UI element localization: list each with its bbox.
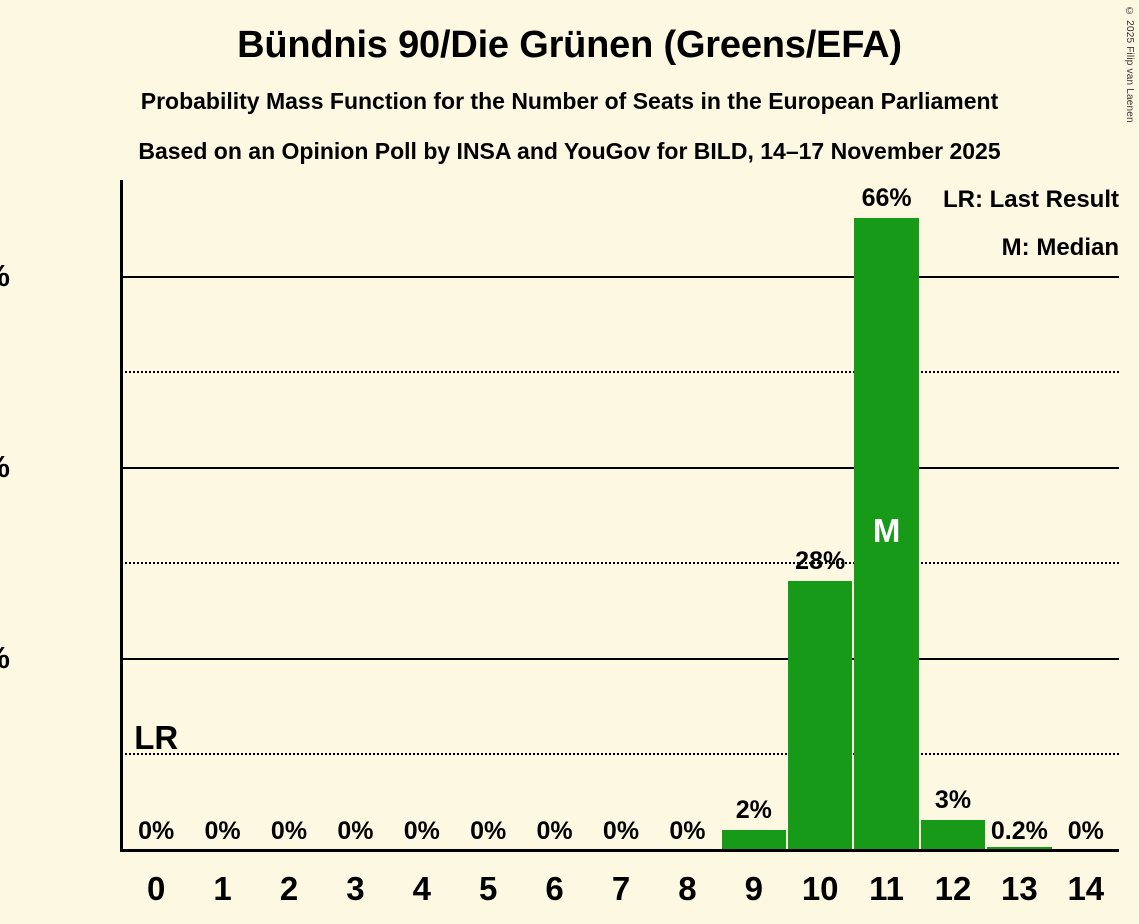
x-axis-line — [120, 849, 1119, 852]
x-axis-tick-label: 9 — [744, 870, 763, 907]
median-marker: M — [872, 511, 901, 549]
x-axis-tick-label: 6 — [545, 870, 564, 907]
x-axis-tick-label: 5 — [479, 870, 498, 907]
copyright-notice: © 2025 Filip van Laenen — [1124, 6, 1135, 123]
bar-value-label: 0% — [403, 817, 440, 845]
x-axis-tick-label: 13 — [1001, 870, 1038, 907]
x-axis-tick-label: 8 — [678, 870, 697, 907]
bar-value-label: 28% — [795, 547, 846, 576]
x-axis-tick-label: 14 — [1067, 870, 1105, 907]
bar-value-label: 0% — [669, 817, 706, 845]
gridline-major — [120, 657, 1119, 660]
x-axis-tick-label: 11 — [869, 870, 905, 907]
bar-value-label: 0% — [470, 817, 507, 845]
x-axis-tick-label: 1 — [213, 870, 232, 907]
bar-value-label: 0% — [536, 817, 573, 845]
gridline-major — [120, 275, 1119, 278]
x-axis-tick-label: 2 — [279, 870, 299, 907]
bar-value-label: 0% — [270, 817, 308, 845]
x-axis-tick-label: 4 — [412, 870, 431, 907]
y-axis-tick-label: 60% — [0, 258, 10, 294]
last-result-marker: LR — [134, 719, 179, 757]
bar — [788, 581, 853, 849]
bar-value-label: 0.2% — [990, 817, 1048, 845]
plot-area: 0% 0% 0% 0% 0% 0% 0% 0% 0% 2% 28% 66% 3% 0.2% 0% LR M — [120, 180, 1119, 852]
gridline-major — [120, 466, 1119, 469]
legend-median: M: Median — [1001, 234, 1119, 261]
page-title: Bündnis 90/Die Grünen (Greens/EFA) — [237, 24, 902, 66]
x-axis-tick-label: 0 — [147, 870, 166, 907]
x-axis-tick-label: 3 — [346, 870, 365, 907]
bar-value-label: 2% — [735, 795, 772, 824]
x-axis-tick-label: 7 — [611, 870, 631, 907]
legend-last-result: LR: Last Result — [942, 186, 1119, 213]
chart-subtitle-secondary: Based on an Opinion Poll by INSA and You… — [138, 138, 1001, 164]
x-axis-tick-label: 10 — [801, 870, 839, 907]
bar — [854, 218, 919, 849]
bar-value-label: 0% — [1067, 817, 1104, 845]
bar-value-label: 0% — [138, 817, 175, 845]
bar-value-label: 3% — [934, 786, 972, 815]
bar-value-label: 0% — [337, 817, 374, 845]
x-axis-tick-label: 12 — [934, 870, 972, 907]
bar-value-label: 66% — [861, 184, 912, 213]
bar-value-label: 0% — [204, 817, 241, 845]
bar — [987, 847, 1052, 849]
bar-value-label: 0% — [602, 817, 640, 845]
gridline-minor — [120, 562, 1119, 565]
bar — [920, 820, 986, 849]
bar — [721, 829, 786, 849]
y-axis-tick-label: 40% — [0, 449, 10, 485]
chart-subtitle-primary: Probability Mass Function for the Number… — [140, 88, 999, 114]
gridline-minor — [120, 371, 1119, 374]
y-axis-tick-label: 20% — [0, 640, 10, 676]
y-axis-line — [120, 180, 123, 852]
gridline-minor — [120, 753, 1119, 756]
